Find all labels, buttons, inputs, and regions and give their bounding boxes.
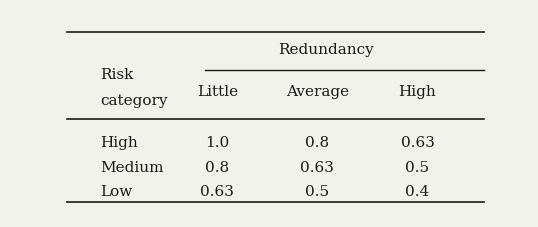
- Text: 0.4: 0.4: [405, 185, 430, 199]
- Text: High: High: [399, 85, 436, 99]
- Text: Risk: Risk: [101, 67, 134, 81]
- Text: 0.63: 0.63: [301, 160, 334, 174]
- Text: Average: Average: [286, 85, 349, 99]
- Text: 0.8: 0.8: [306, 136, 329, 150]
- Text: 0.8: 0.8: [206, 160, 229, 174]
- Text: 0.5: 0.5: [306, 185, 329, 199]
- Text: 1.0: 1.0: [205, 136, 230, 150]
- Text: Low: Low: [101, 185, 133, 199]
- Text: Little: Little: [197, 85, 238, 99]
- Text: 0.63: 0.63: [201, 185, 234, 199]
- Text: 0.5: 0.5: [406, 160, 429, 174]
- Text: Medium: Medium: [101, 160, 164, 174]
- Text: 0.63: 0.63: [401, 136, 434, 150]
- Text: Redundancy: Redundancy: [278, 43, 373, 57]
- Text: High: High: [101, 136, 138, 150]
- Text: category: category: [101, 94, 168, 108]
